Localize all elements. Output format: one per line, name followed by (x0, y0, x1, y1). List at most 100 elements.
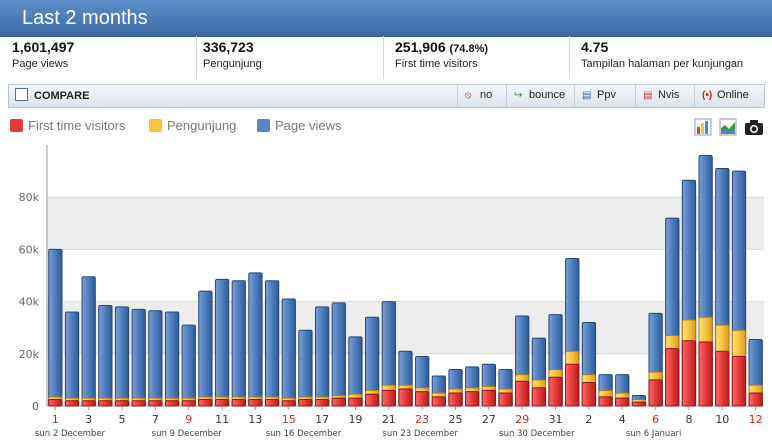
bar-first-time-visitors[interactable] (248, 398, 263, 407)
area-chart-type-icon[interactable] (719, 118, 737, 136)
bar-first-time-visitors[interactable] (348, 397, 363, 407)
compare-icon (15, 88, 28, 101)
compare-ppv-button[interactable]: ▤ Ppv (574, 85, 635, 107)
bar-first-time-visitors[interactable] (665, 348, 680, 407)
compare-button[interactable]: COMPARE (15, 88, 89, 102)
bar-page-views[interactable] (314, 306, 330, 407)
ppv-chart-icon: ▤ (582, 90, 592, 101)
bar-first-time-visitors[interactable] (148, 400, 163, 407)
bar-first-time-visitors[interactable] (631, 401, 647, 407)
bar-first-time-visitors[interactable] (448, 392, 463, 407)
x-tick-label: 25 (449, 413, 463, 426)
bar-first-time-visitors[interactable] (481, 389, 497, 407)
bar-first-time-visitors[interactable] (198, 398, 213, 407)
bar-page-views[interactable] (64, 311, 80, 407)
bar-first-time-visitors[interactable] (431, 396, 446, 407)
bar-page-views[interactable] (114, 306, 130, 407)
x-tick-label: 17 (315, 413, 329, 426)
bar-first-time-visitors[interactable] (531, 387, 547, 407)
bar-first-time-visitors[interactable] (581, 382, 597, 407)
week-label: sun 9 December (152, 429, 223, 439)
bar-first-time-visitors[interactable] (748, 392, 763, 407)
bar-first-time-visitors[interactable] (331, 397, 346, 407)
x-tick-label: 11 (215, 413, 229, 426)
bar-first-time-visitors[interactable] (565, 363, 580, 407)
bar-first-time-visitors[interactable] (415, 391, 430, 407)
bar-first-time-visitors[interactable] (131, 400, 146, 407)
bar-first-time-visitors[interactable] (48, 398, 63, 407)
bar-first-time-visitors[interactable] (498, 392, 513, 407)
compare-nvis-button[interactable]: ▤ Nvis (635, 85, 694, 107)
bar-chart-type-icon[interactable] (694, 118, 712, 136)
x-tick-label: 10 (715, 413, 729, 426)
bar-first-time-visitors[interactable] (648, 379, 663, 407)
compare-bounce-button[interactable]: ↪ bounce (506, 85, 574, 107)
bar-first-time-visitors[interactable] (548, 376, 563, 407)
stat-label: Page views (12, 58, 69, 70)
bar-page-views[interactable] (298, 329, 313, 407)
bar-first-time-visitors[interactable] (64, 400, 80, 407)
stat-label: Tampilan halaman per kunjungan (581, 58, 744, 70)
x-tick-label: 19 (348, 413, 362, 426)
y-tick-label: 80k (19, 191, 40, 204)
compare-no-button[interactable]: ⦸ no (457, 85, 506, 107)
bar-first-time-visitors[interactable] (465, 391, 480, 407)
bar-page-views[interactable] (48, 248, 63, 407)
bar-first-time-visitors[interactable] (214, 398, 230, 407)
bar-first-time-visitors[interactable] (365, 393, 380, 407)
bar-page-views[interactable] (264, 280, 280, 407)
bar-page-views[interactable] (198, 290, 213, 407)
stat-value: 4.75 (581, 39, 609, 55)
nvis-chart-icon: ▤ (643, 90, 653, 101)
bar-page-views[interactable] (281, 298, 296, 407)
bar-page-views[interactable] (81, 276, 96, 407)
bar-page-views[interactable] (164, 311, 180, 407)
bar-first-time-visitors[interactable] (731, 355, 747, 407)
bar-first-time-visitors[interactable] (598, 396, 613, 407)
bar-page-views[interactable] (248, 272, 263, 407)
bar-first-time-visitors[interactable] (264, 398, 280, 407)
bar-first-time-visitors[interactable] (681, 340, 697, 407)
bar-first-time-visitors[interactable] (164, 400, 180, 407)
bar-page-views[interactable] (131, 308, 146, 407)
bar-page-views[interactable] (181, 324, 196, 407)
x-tick-label: 13 (248, 413, 262, 426)
bar-first-time-visitors[interactable] (698, 341, 713, 407)
bar-first-time-visitors[interactable] (515, 380, 530, 407)
stat-label: First time visitors (395, 58, 478, 70)
legend-swatch (257, 119, 270, 132)
bar-page-views[interactable] (331, 302, 346, 407)
bar-page-views[interactable] (231, 280, 246, 407)
bar-page-views[interactable] (148, 310, 163, 407)
bar-first-time-visitors[interactable] (615, 397, 630, 407)
bar-first-time-visitors[interactable] (298, 398, 313, 407)
panel-header: Last 2 months (0, 0, 772, 37)
camera-icon[interactable] (744, 118, 764, 136)
bar-first-time-visitors[interactable] (81, 400, 96, 407)
bar-first-time-visitors[interactable] (715, 350, 730, 407)
compare-online-button[interactable]: (•) Online (694, 85, 765, 107)
x-tick-label: 1 (52, 413, 59, 426)
x-tick-label: 12 (749, 413, 763, 426)
x-tick-label: 5 (119, 413, 126, 426)
bar-first-time-visitors[interactable] (281, 400, 296, 407)
bar-first-time-visitors[interactable] (314, 398, 330, 407)
x-tick-label: 31 (549, 413, 563, 426)
grid-band (47, 197, 764, 250)
bar-first-time-visitors[interactable] (231, 398, 246, 407)
y-tick-label: 20k (19, 348, 40, 361)
stat-pages-per-visit: 4.75 Tampilan halaman per kunjungan (569, 36, 772, 78)
bar-page-views[interactable] (98, 305, 113, 407)
compare-toolbar: COMPARE ⦸ no ↪ bounce ▤ Ppv ▤ Nvis (•) O… (8, 84, 765, 108)
y-tick-label: 60k (19, 243, 40, 256)
bar-first-time-visitors[interactable] (98, 400, 113, 407)
bar-first-time-visitors[interactable] (398, 388, 413, 407)
bar-page-views[interactable] (214, 278, 230, 407)
online-signal-icon: (•) (702, 90, 713, 101)
x-tick-label: 21 (382, 413, 396, 426)
bar-first-time-visitors[interactable] (381, 389, 396, 407)
bar-first-time-visitors[interactable] (114, 400, 130, 407)
x-tick-label: 3 (85, 413, 92, 426)
x-tick-label: 23 (415, 413, 429, 426)
bar-first-time-visitors[interactable] (181, 400, 196, 407)
